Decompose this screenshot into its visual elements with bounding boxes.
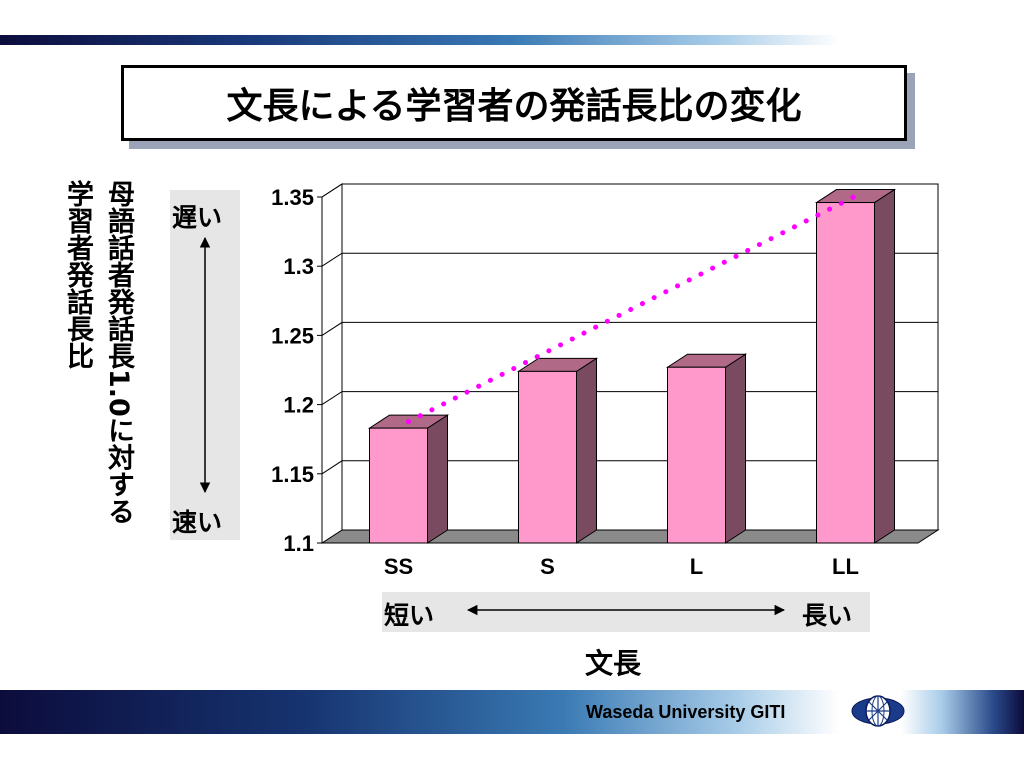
y-tick-label: 1.35 [271,185,314,210]
footer-text: Waseda University GITI [586,702,786,722]
bar [369,427,428,544]
y-axis-label-line2: 学習者発話長比 [62,180,93,369]
long-label: 長い [802,601,853,630]
x-axis-label: 文長 [585,647,642,680]
trend-line [406,193,858,425]
slide-title: 文長による学習者の発話長比の変化 [121,65,907,141]
fast-label: 速い [172,508,223,537]
x-tick-label: S [540,554,555,579]
plot-side-wall [321,183,343,544]
bar [816,202,875,544]
top-decorative-bar [0,35,1024,45]
y-axis-label-line1: 母語話者発話長1.0に対する [103,180,134,525]
bar-side [874,188,895,544]
bar [667,366,726,544]
bar-side [576,357,597,544]
globe-logo-icon [851,695,905,727]
x-tick-label: L [690,554,703,579]
short-label: 短い [384,601,435,630]
y-tick-label: 1.15 [271,462,314,487]
gridline [321,252,938,267]
bar-side [427,414,448,544]
bar-side [725,353,746,544]
slow-label: 遅い [172,203,223,232]
bar [518,370,577,544]
gridline [321,183,938,198]
y-tick-label: 1.25 [271,323,314,348]
x-tick-label: SS [384,554,413,579]
y-tick-label: 1.2 [283,393,314,418]
y-tick-label: 1.1 [283,531,314,556]
x-tick-label: LL [832,554,859,579]
gridline [321,321,938,336]
y-tick-label: 1.3 [283,254,314,279]
